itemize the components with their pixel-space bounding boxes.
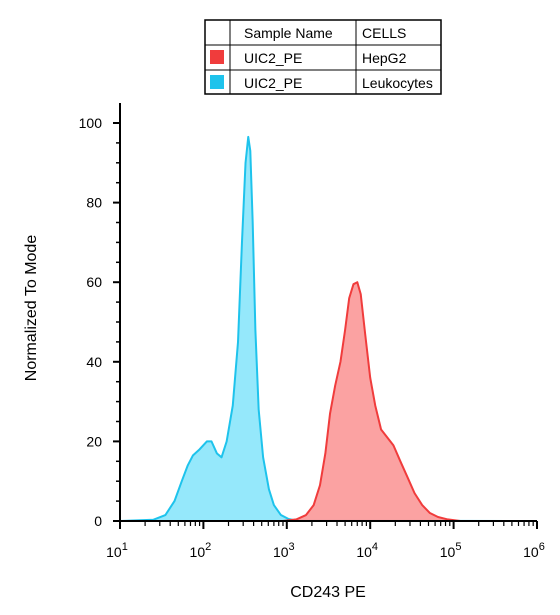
y-tick-label: 60	[86, 274, 102, 290]
x-tick-label: 101	[106, 541, 128, 560]
x-tick-label: 102	[190, 541, 212, 560]
y-tick-label: 20	[86, 433, 102, 449]
series-line-leukocytes	[119, 135, 538, 522]
series-layer	[119, 135, 538, 522]
axes-layer: 0 20 40 60 80 100 101 102 103 104 105 106	[79, 103, 545, 560]
y-tick-label: 100	[79, 115, 103, 131]
x-tick-label: 103	[273, 541, 295, 560]
legend-cells-hepg2: HepG2	[362, 50, 407, 66]
series-area-hepg2	[120, 282, 537, 521]
legend-table: Sample Name CELLS UIC2_PE HepG2 UIC2_PE …	[204, 19, 442, 95]
x-tick-label: 105	[440, 541, 462, 560]
series-line-hepg2	[120, 281, 537, 522]
y-tick-label: 80	[86, 195, 102, 211]
legend-border	[204, 19, 442, 95]
y-axis-title: Normalized To Mode	[23, 235, 40, 382]
x-tick-label: 106	[523, 541, 545, 560]
legend-swatch-leukocytes	[210, 75, 224, 89]
legend-swatch-hepg2	[210, 50, 224, 64]
legend-sample-name: UIC2_PE	[244, 75, 302, 91]
x-tick-label: 104	[356, 541, 378, 560]
y-tick-label: 0	[94, 513, 102, 529]
legend-cells-leukocytes: Leukocytes	[362, 75, 433, 91]
x-axis-title: CD243 PE	[290, 584, 366, 601]
legend-header-cells: CELLS	[362, 25, 406, 41]
legend-header-sample-name: Sample Name	[244, 25, 333, 41]
y-tick-label: 40	[86, 354, 102, 370]
legend-sample-name: UIC2_PE	[244, 50, 302, 66]
